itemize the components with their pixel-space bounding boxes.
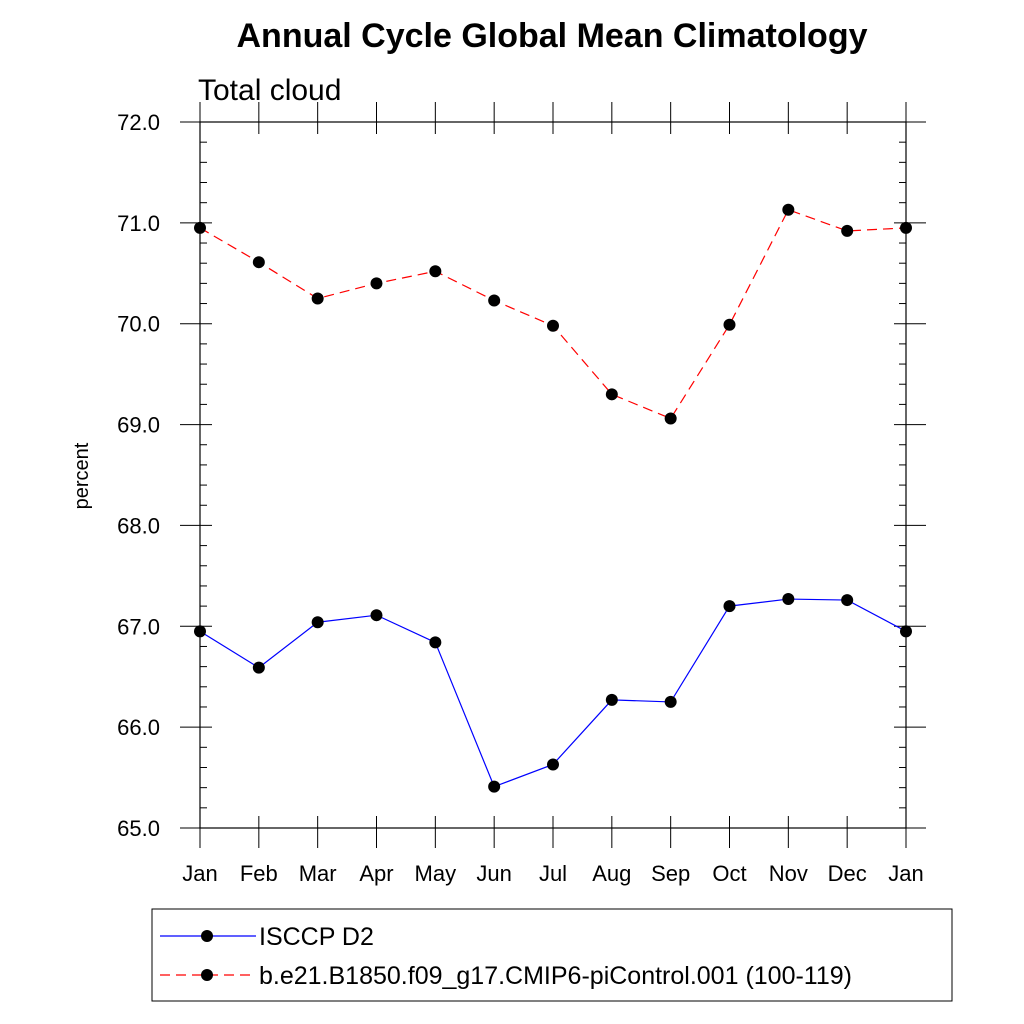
series-line-2 — [199, 209, 907, 420]
series-2-point — [429, 265, 442, 278]
series-1-point — [488, 780, 501, 793]
series-1-point — [664, 695, 677, 708]
x-tick-label: Dec — [828, 861, 867, 886]
series-1-point — [252, 661, 265, 674]
series-2-point — [311, 292, 324, 305]
series-2-point — [370, 277, 383, 290]
series-2-point — [252, 256, 265, 269]
y-tick-label: 69.0 — [117, 413, 160, 438]
series-1-point — [900, 625, 912, 638]
legend-marker-2 — [201, 969, 213, 981]
series-2-point — [900, 221, 912, 234]
y-tick-label: 68.0 — [117, 513, 160, 538]
y-tick-label: 65.0 — [117, 816, 160, 841]
series-2-point — [723, 318, 736, 331]
series-1-point — [194, 625, 206, 638]
series-1-point — [547, 758, 559, 771]
y-tick-label: 72.0 — [117, 110, 160, 135]
x-tick-label: Aug — [592, 861, 631, 886]
series-1-point — [311, 616, 324, 629]
chart-title: Annual Cycle Global Mean Climatology — [237, 17, 868, 55]
series-1-point — [723, 600, 736, 613]
y-axis-label: percent — [71, 442, 93, 509]
series-2-point — [841, 224, 854, 237]
series-1-point — [841, 594, 854, 607]
series-2-point — [664, 412, 677, 425]
legend-marker-1 — [201, 930, 213, 942]
x-tick-label: Oct — [712, 861, 746, 886]
x-tick-label: Jun — [476, 861, 511, 886]
axes: 65.0 66.0 67.0 68.0 69.0 70.0 71.0 72.0 Jan Feb Ma… — [117, 102, 926, 886]
x-tick-label: Jan — [888, 861, 923, 886]
x-tick-label: Sep — [651, 861, 690, 886]
x-tick-label: Apr — [359, 861, 393, 886]
plot-frame — [199, 121, 907, 829]
x-tick-label: Nov — [769, 861, 808, 886]
series-2-point — [605, 388, 618, 401]
chart-subtitle: Total cloud — [198, 74, 341, 107]
y-tick-label: 71.0 — [117, 211, 160, 236]
x-tick-label: Feb — [240, 861, 278, 886]
legend-box — [151, 908, 953, 1002]
series-2-point — [194, 221, 206, 234]
series-1-point — [605, 693, 618, 706]
y-tick-label: 67.0 — [117, 614, 160, 639]
series-1-point — [370, 609, 383, 622]
series-1-point — [782, 593, 795, 606]
series-1-point — [429, 636, 442, 649]
y-tick-label: 66.0 — [117, 715, 160, 740]
series-layer — [194, 203, 912, 793]
legend-label-1: ISCCP D2 — [259, 923, 374, 951]
series-2-point — [488, 294, 501, 307]
legend-label-2: b.e21.B1850.f09_g17.CMIP6-piControl.001 … — [259, 962, 852, 990]
series-2-point — [547, 319, 559, 332]
x-tick-label: Jul — [539, 861, 567, 886]
x-tick-label: May — [415, 861, 457, 886]
legend: ISCCP D2 b.e21.B1850.f09_g17.CMIP6-piCont… — [160, 923, 852, 990]
x-tick-label: Mar — [299, 861, 337, 886]
series-2-point — [782, 203, 795, 216]
y-tick-label: 70.0 — [117, 312, 160, 337]
x-tick-label: Jan — [182, 861, 217, 886]
